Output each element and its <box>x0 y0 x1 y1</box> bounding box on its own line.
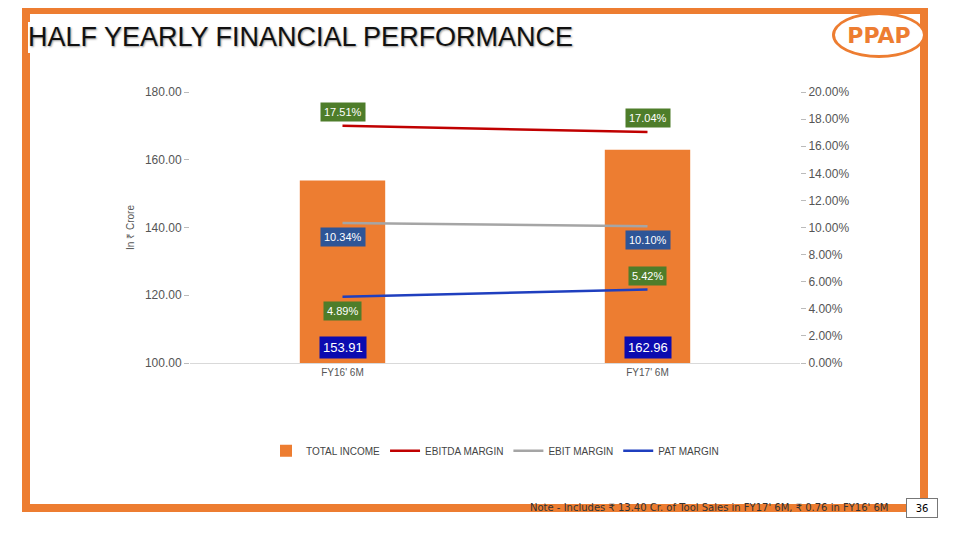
svg-text:16.00%: 16.00% <box>808 139 849 153</box>
svg-text:2.00%: 2.00% <box>808 329 842 343</box>
svg-text:162.96: 162.96 <box>628 340 668 355</box>
html-text:HALF YEARLY FINANCIAL PERFORMA: HALF YEARLY FINANCIAL PERFORMANCE <box>28 22 574 52</box>
svg-text:180.00: 180.00 <box>145 85 182 99</box>
svg-text:10.34%: 10.34% <box>324 231 362 243</box>
svg-text:EBIT MARGIN: EBIT MARGIN <box>548 446 613 457</box>
svg-text:140.00: 140.00 <box>145 221 182 235</box>
svg-text:5.42%: 5.42% <box>632 270 663 282</box>
svg-text:20.00%: 20.00% <box>808 85 849 99</box>
html-text:PPAP: PPAP <box>847 22 911 48</box>
svg-text:18.00%: 18.00% <box>808 112 849 126</box>
svg-text:12.00%: 12.00% <box>808 194 849 208</box>
svg-text:10.10%: 10.10% <box>629 234 667 246</box>
svg-text:17.04%: 17.04% <box>629 112 667 124</box>
svg-text:TOTAL INCOME: TOTAL INCOME <box>306 446 380 457</box>
svg-text:10.00%: 10.00% <box>808 221 849 235</box>
html-text:Note - Includes ₹ 13.40 Cr. of: Note - Includes ₹ 13.40 Cr. of Tool Sale… <box>530 502 889 513</box>
svg-text:120.00: 120.00 <box>145 288 182 302</box>
svg-text:6.00%: 6.00% <box>808 275 842 289</box>
svg-text:8.00%: 8.00% <box>808 248 842 262</box>
svg-text:PAT MARGIN: PAT MARGIN <box>658 446 719 457</box>
html-text:36: 36 <box>915 502 929 514</box>
svg-text:In ₹ Crore: In ₹ Crore <box>125 205 136 250</box>
svg-text:0.00%: 0.00% <box>808 356 842 370</box>
svg-text:FY16' 6M: FY16' 6M <box>321 367 363 378</box>
svg-text:100.00: 100.00 <box>145 356 182 370</box>
svg-text:17.51%: 17.51% <box>324 106 362 118</box>
svg-text:160.00: 160.00 <box>145 153 182 167</box>
svg-text:EBITDA MARGIN: EBITDA MARGIN <box>425 446 503 457</box>
svg-text:14.00%: 14.00% <box>808 167 849 181</box>
svg-text:153.91: 153.91 <box>323 340 363 355</box>
svg-text:4.00%: 4.00% <box>808 302 842 316</box>
svg-text:FY17' 6M: FY17' 6M <box>626 367 668 378</box>
svg-text:4.89%: 4.89% <box>327 305 358 317</box>
